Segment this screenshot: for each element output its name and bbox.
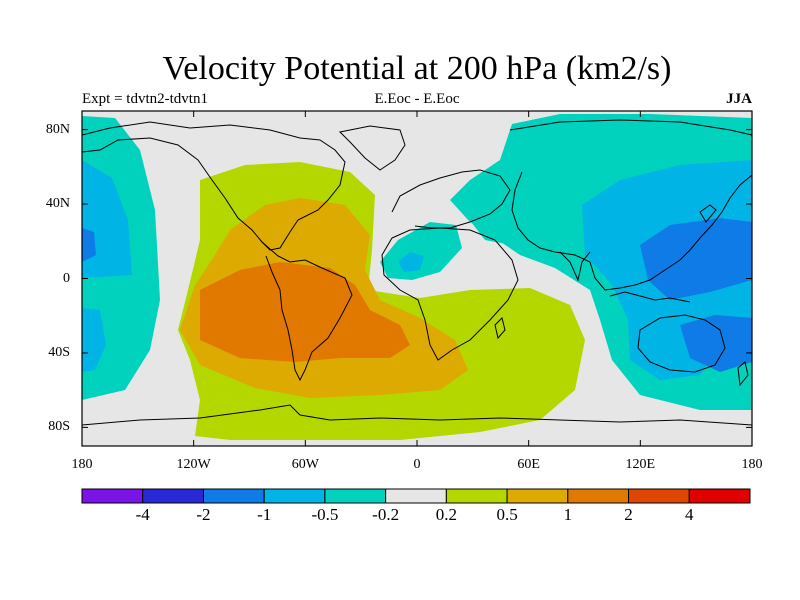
colorbar-level-label: -1 <box>257 505 272 524</box>
contour-fill-neg-australia-core <box>680 315 752 372</box>
coastline-madagascar <box>494 317 506 340</box>
coastline-new-zealand <box>737 361 749 387</box>
season-label: JJA <box>726 91 752 107</box>
colorbar-level-label: 4 <box>685 505 694 524</box>
lon-tick-label: 60E <box>517 457 540 472</box>
coastline-antarctica <box>82 404 752 426</box>
contour-fill-pos-1 <box>200 262 410 362</box>
colorbar-swatch <box>81 488 144 504</box>
colorbar-swatch <box>324 488 387 504</box>
lat-tick-label: 80N <box>45 121 70 137</box>
colorbar-swatch <box>445 488 508 504</box>
coastline-australia <box>637 314 726 373</box>
colorbar-swatch <box>628 488 690 504</box>
axis-ticks <box>81 111 753 446</box>
colorbar-level-label: 1 <box>563 505 573 524</box>
lat-tick-label: 80S <box>48 419 70 435</box>
colorbar-level-label: 0.5 <box>496 505 518 524</box>
lon-tick-label: 0 <box>413 457 421 472</box>
colorbar-level-label: 0.2 <box>435 505 457 524</box>
colorbar-swatch <box>263 488 326 504</box>
contour-fill-neg-mediterranean-inner <box>398 252 424 272</box>
colorbar-swatch <box>385 488 447 504</box>
coastline-indonesia <box>609 291 691 303</box>
lon-tick-label: 180 <box>741 457 763 472</box>
experiment-label: Expt = tdvtn2-tdvtn1 <box>82 91 208 107</box>
coastlines <box>82 119 752 426</box>
colorbar-level-label: -0.5 <box>311 505 339 524</box>
colorbar-swatch <box>567 488 630 504</box>
map-plot-area <box>82 111 752 446</box>
contour-fill-neg-pacific-core <box>82 228 96 262</box>
coastline-greenland <box>338 125 406 171</box>
lon-tick-label: 120E <box>625 457 656 472</box>
contour-fill-neg-europe-north <box>465 212 520 245</box>
coastline-africa <box>381 227 519 361</box>
colorbar-swatch <box>142 488 204 504</box>
colorbar-swatch <box>506 488 569 504</box>
page-title: Velocity Potential at 200 hPa (km2/s) <box>162 50 672 87</box>
center-subtitle: E.Eoc - E.Eoc <box>374 91 460 107</box>
coastline-europe <box>391 169 511 229</box>
colorbar-swatch <box>202 488 265 504</box>
lon-tick-label: 120W <box>176 457 211 472</box>
colorbar <box>81 488 751 504</box>
lat-tick-label: 0 <box>63 270 70 286</box>
coastline-india <box>559 251 591 282</box>
lon-tick-label: 180 <box>71 457 93 472</box>
colorbar-level-label: -2 <box>196 505 211 524</box>
contour-fill-neg-pacific-inner-south <box>82 308 106 372</box>
lat-tick-label: 40S <box>48 344 70 360</box>
colorbar-level-label: 2 <box>624 505 633 524</box>
colorbar-level-label: -0.2 <box>372 505 400 524</box>
coastline-north-america <box>82 121 346 251</box>
lat-tick-label: 40N <box>45 196 70 212</box>
contour-fill-neg-asia-core <box>640 218 752 300</box>
lon-tick-label: 60W <box>291 457 319 472</box>
colorbar-level-label: -4 <box>135 505 150 524</box>
colorbar-swatch <box>688 488 751 504</box>
coastline-japan <box>699 204 717 223</box>
coastline-asia <box>509 119 752 291</box>
coastline-south-america <box>261 241 353 382</box>
